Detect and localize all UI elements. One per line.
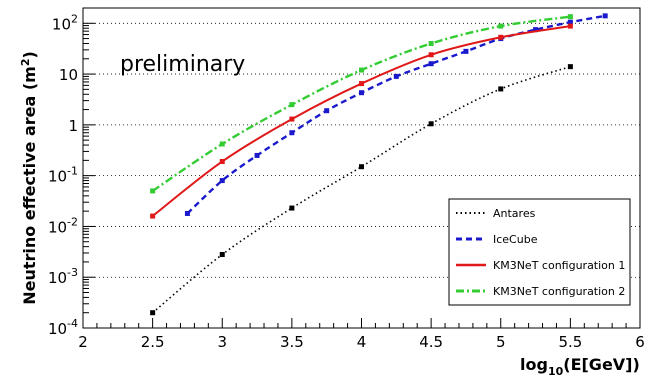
legend-label-icecube: IceCube [493, 233, 538, 246]
point-km3net-configuration-1 [150, 213, 156, 219]
point-icecube [428, 61, 434, 67]
x-tick-label: 2 [78, 333, 88, 351]
point-km3net-configuration-1 [498, 34, 504, 40]
y-tick-label: 10-2 [48, 215, 78, 236]
x-tick-label: 5.5 [558, 333, 582, 351]
series-group [150, 13, 608, 316]
point-km3net-configuration-2 [150, 188, 156, 194]
x-tick-label: 4.5 [419, 333, 443, 351]
point-icecube [533, 27, 539, 33]
x-tick-label: 3.5 [280, 333, 304, 351]
point-icecube [359, 90, 364, 96]
legend-label-km3net-configuration-2: KM3NeT configuration 2 [493, 285, 625, 298]
point-icecube [219, 178, 225, 184]
preliminary-annotation: preliminary [120, 52, 245, 77]
point-antares [567, 64, 573, 70]
point-km3net-configuration-1 [289, 116, 295, 122]
point-km3net-configuration-2 [428, 40, 434, 46]
point-icecube [393, 73, 399, 79]
point-km3net-configuration-2 [567, 14, 573, 20]
point-antares [219, 252, 225, 258]
point-antares [498, 86, 504, 92]
y-tick-labels: 102 10 1 10-1 10-2 10-3 10-4 [48, 12, 78, 338]
point-icecube [289, 130, 295, 136]
y-tick-label: 10-4 [48, 317, 78, 338]
point-antares [359, 164, 364, 170]
x-tick-label: 2.5 [141, 333, 165, 351]
legend-label-km3net-configuration-1: KM3NeT configuration 1 [493, 259, 625, 272]
y-tick-label: 10 [59, 66, 78, 84]
x-tick-label: 6 [635, 333, 645, 351]
point-km3net-configuration-1 [567, 23, 573, 29]
point-icecube [254, 152, 260, 158]
point-icecube [567, 19, 573, 25]
y-tick-label: 10-3 [48, 266, 78, 287]
legend-label-antares: Antares [493, 207, 536, 220]
point-km3net-configuration-2 [498, 23, 504, 29]
point-km3net-configuration-1 [359, 81, 364, 87]
x-axis-title: log10(E[GeV]) [520, 355, 640, 378]
x-tick-label: 4 [357, 333, 367, 351]
legend: Antares IceCube KM3NeT configuration 1 KM3N… [448, 198, 631, 306]
point-km3net-configuration-1 [428, 52, 434, 58]
x-tick-label: 3 [217, 333, 227, 351]
point-icecube [602, 13, 608, 19]
point-km3net-configuration-2 [359, 67, 364, 73]
x-tick-labels: 2 2.5 3 3.5 4 4.5 5 5.5 6 [78, 333, 645, 351]
y-axis-title: Neutrino effective area (m2) [19, 51, 39, 305]
axis-ticks [82, 7, 641, 329]
legend-box [448, 198, 631, 306]
point-km3net-configuration-2 [219, 141, 225, 147]
point-icecube [324, 108, 330, 114]
point-antares [428, 121, 434, 127]
point-antares [289, 205, 295, 211]
x-tick-label: 5 [496, 333, 506, 351]
point-antares [150, 310, 156, 316]
y-tick-label: 10-1 [48, 165, 78, 186]
y-tick-label: 102 [52, 12, 78, 33]
point-km3net-configuration-1 [219, 158, 225, 164]
point-icecube [463, 48, 469, 54]
point-km3net-configuration-2 [289, 102, 295, 108]
y-tick-label: 1 [68, 117, 78, 135]
point-icecube [184, 210, 190, 216]
